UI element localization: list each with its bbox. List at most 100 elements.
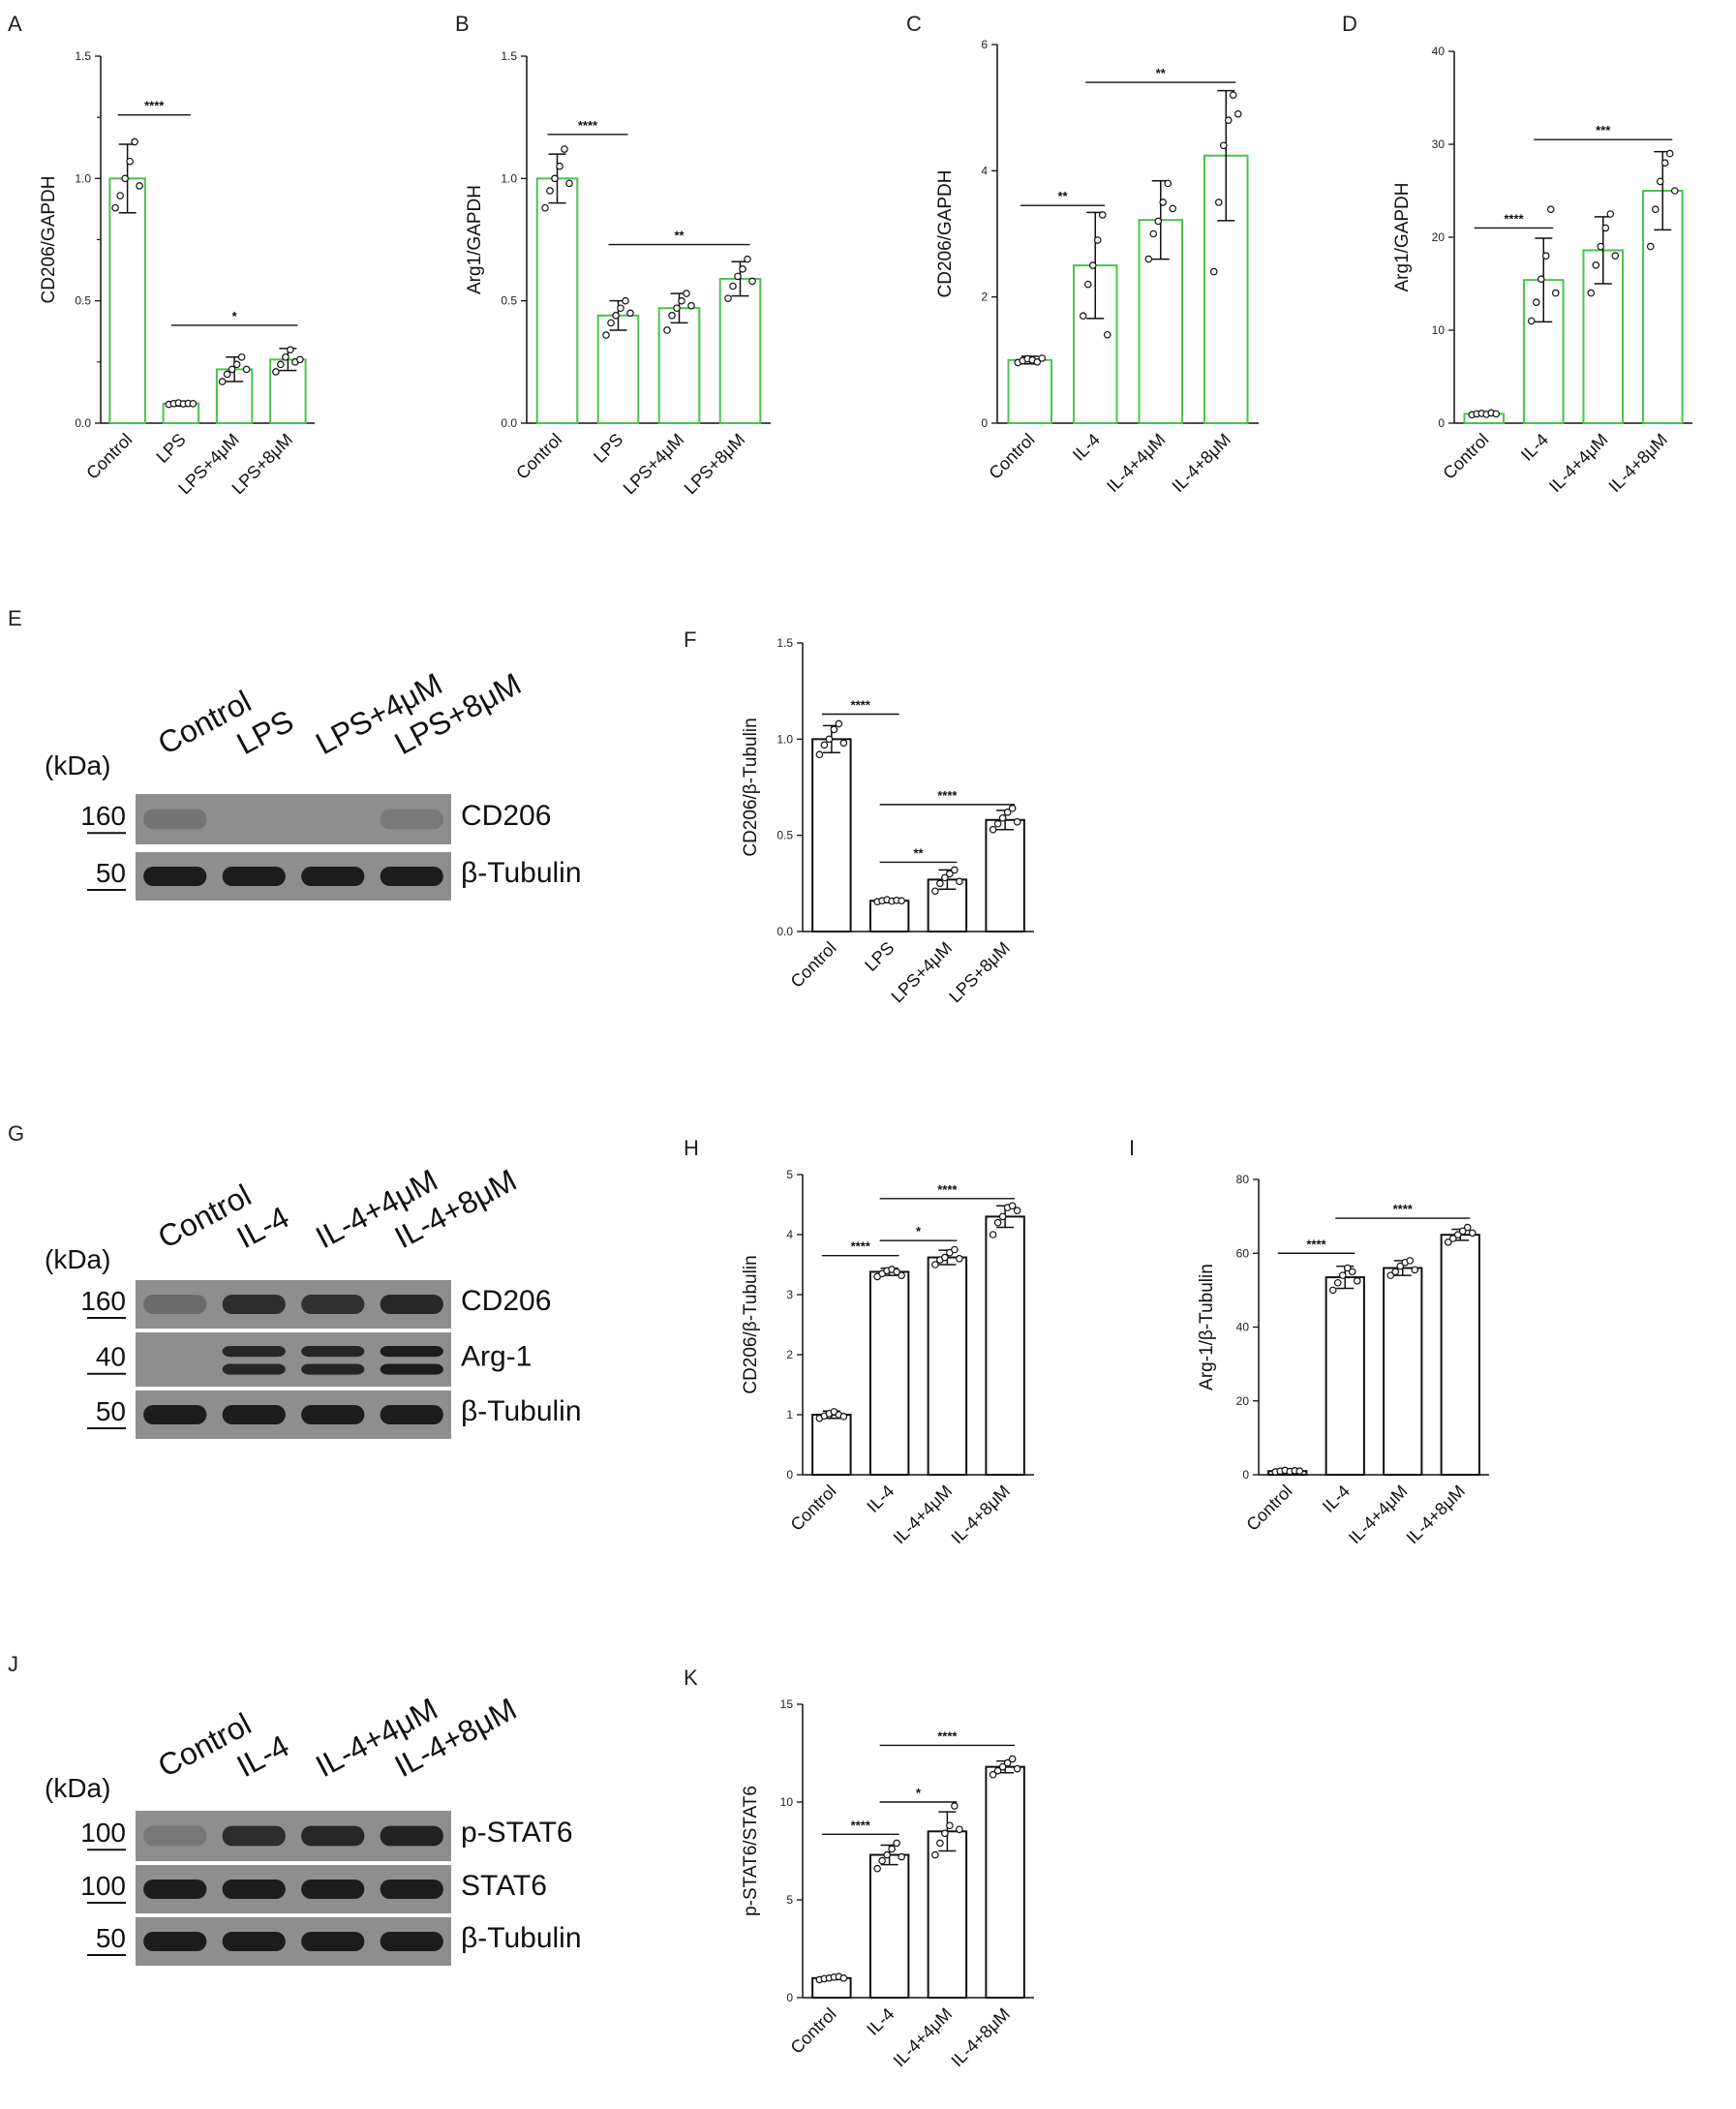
- data-point: [931, 1850, 939, 1859]
- bar-il-4-4-m: [1383, 1267, 1423, 1476]
- data-point: [1149, 229, 1158, 238]
- data-point: [1088, 261, 1097, 269]
- kda-label: (kDa): [45, 750, 110, 780]
- data-point: [898, 1271, 905, 1279]
- y-tick-label: 0.5: [777, 829, 793, 842]
- data-point: [993, 1766, 1002, 1775]
- blot-band: [222, 1346, 286, 1358]
- significance-label: ****: [144, 99, 165, 113]
- data-point: [607, 319, 615, 327]
- y-tick-label: 0.0: [75, 416, 91, 430]
- data-point: [1233, 109, 1242, 118]
- data-point: [1013, 1764, 1021, 1773]
- data-point: [131, 138, 138, 146]
- kda-label: (kDa): [45, 1244, 110, 1274]
- data-point: [1444, 1238, 1452, 1246]
- x-tick-label: LPS: [861, 938, 898, 975]
- y-tick-label: 10: [1432, 323, 1446, 337]
- kda-label: (kDa): [45, 1773, 110, 1803]
- chart-panel-c: C 0 2 4 6 CD206/GAPDH Control IL-4IL-4+4μMIL-4+…: [906, 12, 1259, 496]
- y-axis-label: p-STAT6/STAT6: [741, 1786, 761, 1916]
- blot-band: [380, 1880, 443, 1899]
- blot-band: [143, 809, 207, 830]
- y-tick-label: 0: [1242, 1468, 1249, 1482]
- data-point: [1038, 354, 1047, 362]
- data-point: [626, 309, 634, 318]
- data-point: [893, 1839, 900, 1848]
- data-point: [111, 203, 119, 212]
- y-tick-label: 15: [780, 1697, 794, 1711]
- x-tick-label: Control: [1242, 1482, 1295, 1535]
- y-tick-label: 10: [780, 1795, 794, 1809]
- y-tick-label: 20: [1236, 1394, 1250, 1408]
- y-tick-label: 0: [1438, 416, 1445, 430]
- y-tick-label: 1: [786, 1408, 793, 1421]
- data-point: [1453, 1231, 1462, 1238]
- bar-control: [811, 738, 852, 932]
- y-tick-label: 4: [786, 1228, 793, 1241]
- data-point: [820, 741, 829, 749]
- data-point: [951, 1245, 959, 1254]
- data-point: [941, 1253, 949, 1262]
- data-point: [1008, 1202, 1017, 1210]
- y-tick-label: 40: [1236, 1321, 1250, 1334]
- blot-strip: [136, 1332, 451, 1387]
- data-point: [136, 182, 143, 190]
- x-tick-label: IL-4+4μM: [1103, 430, 1170, 497]
- protein-label: Arg-1: [461, 1341, 532, 1373]
- y-tick-label: 0.5: [501, 294, 517, 308]
- data-point: [744, 255, 751, 263]
- protein-label: β-Tubulin: [461, 1395, 582, 1427]
- data-point: [687, 301, 695, 310]
- x-tick-label: IL-4+8μM: [1605, 430, 1672, 497]
- data-point: [1606, 210, 1615, 218]
- data-point: [668, 312, 676, 320]
- x-tick-label: LPS+4μM: [888, 938, 957, 1007]
- x-tick-label: IL-4+8μM: [947, 2004, 1014, 2071]
- y-tick-label: 2: [981, 290, 988, 304]
- data-point: [1013, 817, 1021, 826]
- panel-label: D: [1342, 12, 1357, 36]
- panel-label: B: [455, 12, 470, 36]
- data-point: [678, 296, 685, 305]
- data-point: [898, 1852, 905, 1861]
- data-point: [931, 1261, 939, 1268]
- blot-band: [301, 1346, 365, 1358]
- data-point: [1343, 1264, 1352, 1272]
- significance-label: **: [1156, 66, 1167, 80]
- blot-band: [301, 1405, 365, 1424]
- data-point: [1656, 177, 1664, 186]
- mw-label: 160: [80, 1286, 126, 1316]
- mw-label: 50: [96, 1396, 126, 1426]
- significance-label: *: [916, 1786, 922, 1800]
- data-point: [1391, 1268, 1400, 1276]
- x-tick-label: Control: [787, 1482, 840, 1535]
- bar-il-4-4-m: [927, 1256, 968, 1477]
- data-point: [839, 1413, 848, 1421]
- data-point: [873, 1864, 881, 1873]
- data-point: [931, 887, 939, 896]
- data-point: [835, 719, 843, 728]
- mw-label: 40: [96, 1342, 126, 1372]
- data-point: [956, 1825, 963, 1834]
- data-point: [218, 378, 227, 385]
- mw-label: 100: [80, 1871, 126, 1901]
- data-point: [748, 277, 756, 286]
- mw-label: 160: [80, 801, 126, 831]
- significance-label: **: [674, 229, 685, 243]
- x-tick-label: Control: [82, 430, 136, 483]
- data-point: [282, 352, 289, 361]
- protein-label: β-Tubulin: [461, 1922, 582, 1954]
- data-point: [1159, 199, 1168, 206]
- data-point: [237, 352, 246, 361]
- x-tick-label: IL-4: [863, 1482, 898, 1516]
- panel-label: G: [8, 1121, 24, 1146]
- data-point: [673, 304, 681, 313]
- significance-label: ****: [937, 1182, 958, 1197]
- data-point: [1646, 242, 1655, 251]
- chart-panel-d: D 0 10 20 30 40 Arg1/GAPDH Control IL-4IL-4+4μMI…: [1342, 12, 1692, 496]
- data-point: [1492, 410, 1501, 418]
- data-point: [724, 294, 732, 302]
